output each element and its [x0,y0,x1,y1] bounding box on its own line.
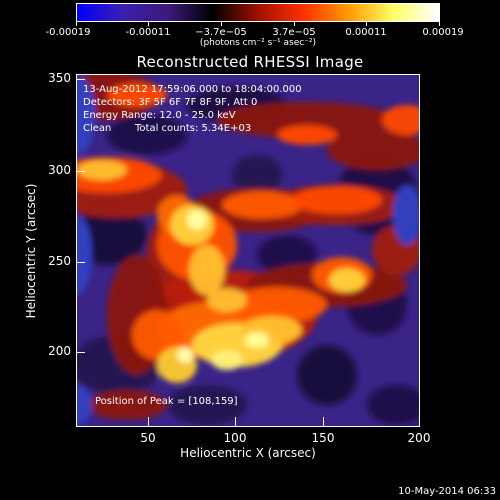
info-method: Clean [83,123,112,134]
rhessi-image-map [77,75,419,426]
colorbar-tick-mark [366,22,367,26]
emission-blob [232,155,282,195]
emission-blob [211,350,243,370]
colorbar-tick-mark [76,22,77,26]
image-plot-area: 13-Aug-2012 17:59:06.000 to 18:04:00.000… [76,74,420,427]
emission-blob [107,115,187,155]
emission-blob [222,191,302,219]
emission-blob [327,130,419,170]
emission-blob [77,205,147,265]
y-tick-label: 350 [48,71,71,85]
emission-blob-negative [393,185,419,245]
colorbar-units: (photons cm⁻² s⁻¹ asec⁻²) [199,38,317,48]
y-tick-mark [76,262,85,263]
colorbar-tick-mark [221,22,222,26]
emission-blob [245,332,269,348]
emission-blob [87,390,167,420]
emission-blob [329,268,365,292]
emission-blob [77,160,127,180]
footer-timestamp: 10-May-2014 06:33 [398,486,496,497]
emission-blob [217,102,397,138]
colorbar-tick-label: 3.7e−05 [272,27,316,38]
x-tick-label: 50 [140,431,156,445]
map-emission [77,75,419,425]
info-peak-position: Position of Peak = [108,159] [95,396,238,407]
emission-blob [107,83,167,107]
colorbar [76,3,440,22]
emission-blob [382,105,419,135]
emission-blob [277,125,337,145]
colorbar-tick-label: 0.00011 [345,27,387,38]
x-tick-mark [235,417,236,426]
emission-blob [367,385,419,425]
emission-blob [207,288,247,312]
x-tick-label: 100 [223,431,247,445]
plot-title: Reconstructed RHESSI Image [136,53,364,71]
x-tick-label: 200 [407,431,431,445]
colorbar-tick-label: -0.00019 [45,27,91,38]
emission-blob [227,287,327,323]
colorbar-tick-mark [439,22,440,26]
x-tick-label: 150 [311,431,335,445]
emission-blob [187,210,207,230]
y-tick-label: 200 [48,344,71,358]
emission-blob [167,385,247,425]
info-time-range: 13-Aug-2012 17:59:06.000 to 18:04:00.000 [83,84,302,95]
colorbar-tick-mark [294,22,295,26]
emission-blob [177,347,193,363]
y-tick-mark [76,352,85,353]
emission-blob [292,186,382,214]
x-axis-label: Heliocentric X (arcsec) [180,446,316,460]
info-detectors: Detectors: 3F 5F 6F 7F 8F 9F, Att 0 [83,97,258,108]
emission-blob [297,345,357,405]
emission-blob [132,310,182,360]
info-energy-range: Energy Range: 12.0 - 25.0 keV [83,110,236,121]
colorbar-tick-mark [148,22,149,26]
x-tick-mark [148,417,149,426]
colorbar-tick-label: -0.00011 [125,27,171,38]
colorbar-tick-label: −3.7e−05 [195,27,247,38]
y-axis-label: Heliocentric Y (arcsec) [24,183,38,319]
y-tick-mark [76,171,85,172]
x-tick-mark [419,417,420,426]
colorbar-tick-label: 0.00019 [422,27,464,38]
emission-blob [189,245,225,295]
info-total-counts: Total counts: 5.34E+03 [135,123,252,134]
y-tick-label: 250 [48,254,71,268]
y-tick-label: 300 [48,163,71,177]
emission-blob-negative [77,215,92,295]
x-tick-mark [323,417,324,426]
y-tick-mark [76,79,85,80]
emission-blob-negative [77,75,95,155]
emission-blob-negative [77,385,92,425]
